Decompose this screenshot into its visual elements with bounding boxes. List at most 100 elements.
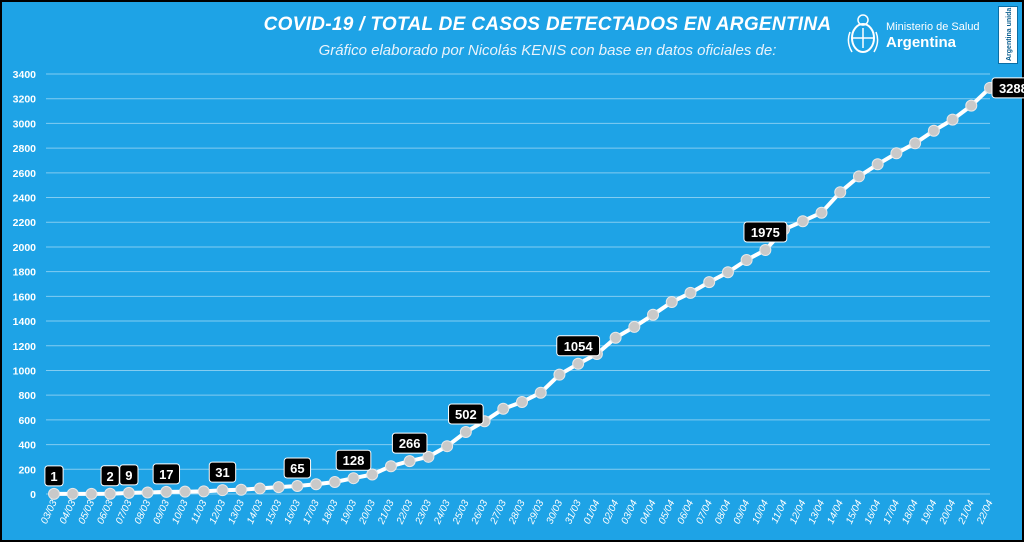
data-point (890, 147, 903, 160)
argentina-unida-badge: Argentina unida (998, 6, 1018, 64)
data-point (553, 368, 566, 381)
data-label: 9 (125, 468, 132, 483)
data-point (815, 206, 828, 219)
logo-line2: Argentina (886, 34, 957, 51)
data-point (759, 244, 772, 257)
y-tick-label: 200 (18, 464, 36, 476)
data-label: 17 (159, 467, 173, 482)
data-point (104, 487, 117, 500)
data-point (197, 485, 210, 498)
data-point (740, 254, 753, 267)
ministerio-logo: Ministerio de Salud Argentina (846, 12, 980, 60)
data-label: 266 (399, 436, 421, 451)
data-point (347, 472, 360, 485)
x-tick-label: 22/03 (394, 498, 415, 527)
y-tick-label: 2400 (13, 193, 37, 205)
data-point (684, 286, 697, 299)
data-point (834, 186, 847, 199)
data-label-box (991, 77, 1024, 99)
data-point (927, 124, 940, 137)
y-tick-label: 800 (18, 390, 36, 402)
chart-subtitle: Gráfico elaborado por Nicolás KENIS con … (318, 42, 777, 59)
data-label-box (152, 463, 181, 485)
data-point (534, 386, 547, 399)
data-label: 1 (50, 469, 57, 484)
data-point (216, 484, 229, 497)
data-label: 128 (343, 453, 365, 468)
data-label-box (44, 465, 64, 487)
coat-of-arms-icon (847, 14, 879, 53)
data-label: 1054 (564, 339, 594, 354)
x-tick-label: 27/03 (488, 498, 509, 527)
logo-line1: Ministerio de Salud (886, 21, 980, 33)
data-point (441, 440, 454, 453)
data-point (422, 450, 435, 463)
data-point (459, 425, 472, 438)
x-tick-label: 28/03 (507, 498, 528, 527)
data-point (721, 266, 734, 279)
data-label: 2 (107, 469, 114, 484)
data-point (946, 113, 959, 126)
data-point (703, 276, 716, 289)
y-tick-label: 600 (18, 415, 36, 427)
data-label-box (100, 465, 120, 487)
data-point (85, 487, 98, 500)
x-tick-label: 20/04 (937, 498, 958, 527)
x-tick-label: 29/03 (525, 498, 546, 527)
x-tick-label: 26/03 (469, 498, 490, 527)
y-tick-label: 1600 (13, 291, 37, 303)
data-point (909, 137, 922, 150)
data-point (497, 402, 510, 415)
data-point (141, 486, 154, 499)
x-tick-label: 22/04 (975, 498, 996, 527)
data-point (272, 481, 285, 494)
data-point (179, 485, 192, 498)
data-point (628, 320, 641, 333)
data-label-box (743, 221, 788, 243)
data-label-box (283, 457, 312, 479)
data-label: 1975 (751, 225, 780, 240)
data-point (609, 331, 622, 344)
data-point (253, 482, 266, 495)
data-point (366, 468, 379, 481)
data-point (291, 479, 304, 492)
y-tick-label: 0 (30, 489, 36, 501)
data-label-box (448, 403, 484, 425)
data-point (403, 455, 416, 468)
y-tick-label: 2800 (13, 143, 37, 155)
data-point (871, 158, 884, 171)
data-point (66, 487, 79, 500)
data-label: 31 (215, 465, 229, 480)
y-tick-label: 3000 (13, 118, 37, 130)
x-tick-label: 23/03 (413, 498, 434, 527)
data-point (310, 478, 323, 491)
data-label: 502 (455, 407, 477, 422)
data-point (665, 296, 678, 309)
x-tick-label: 11/04 (770, 498, 790, 525)
x-tick-label: 20/03 (357, 498, 378, 527)
x-tick-label: 21/04 (956, 498, 977, 527)
data-point (384, 460, 397, 473)
data-label-box (556, 335, 601, 357)
series-line (54, 86, 992, 496)
data-label-box (119, 464, 139, 486)
data-point (647, 308, 660, 321)
y-tick-label: 400 (18, 440, 36, 452)
data-label: 3288 (999, 81, 1024, 96)
data-point (796, 215, 809, 228)
data-point (160, 485, 173, 498)
y-tick-label: 2600 (13, 168, 37, 180)
data-label-box (391, 432, 428, 454)
x-tick-label: 10/03 (170, 498, 191, 526)
chart-title: COVID-19 / TOTAL DE CASOS DETECTADOS EN … (263, 14, 832, 35)
data-point (235, 483, 248, 496)
x-tick-label: 24/03 (432, 498, 453, 527)
data-label-box (208, 461, 237, 483)
y-tick-label: 1000 (13, 365, 37, 377)
y-tick-label: 1200 (13, 341, 37, 353)
data-point (328, 476, 341, 489)
y-tick-label: 3200 (13, 94, 37, 106)
x-tick-label: 10/04 (751, 498, 772, 526)
